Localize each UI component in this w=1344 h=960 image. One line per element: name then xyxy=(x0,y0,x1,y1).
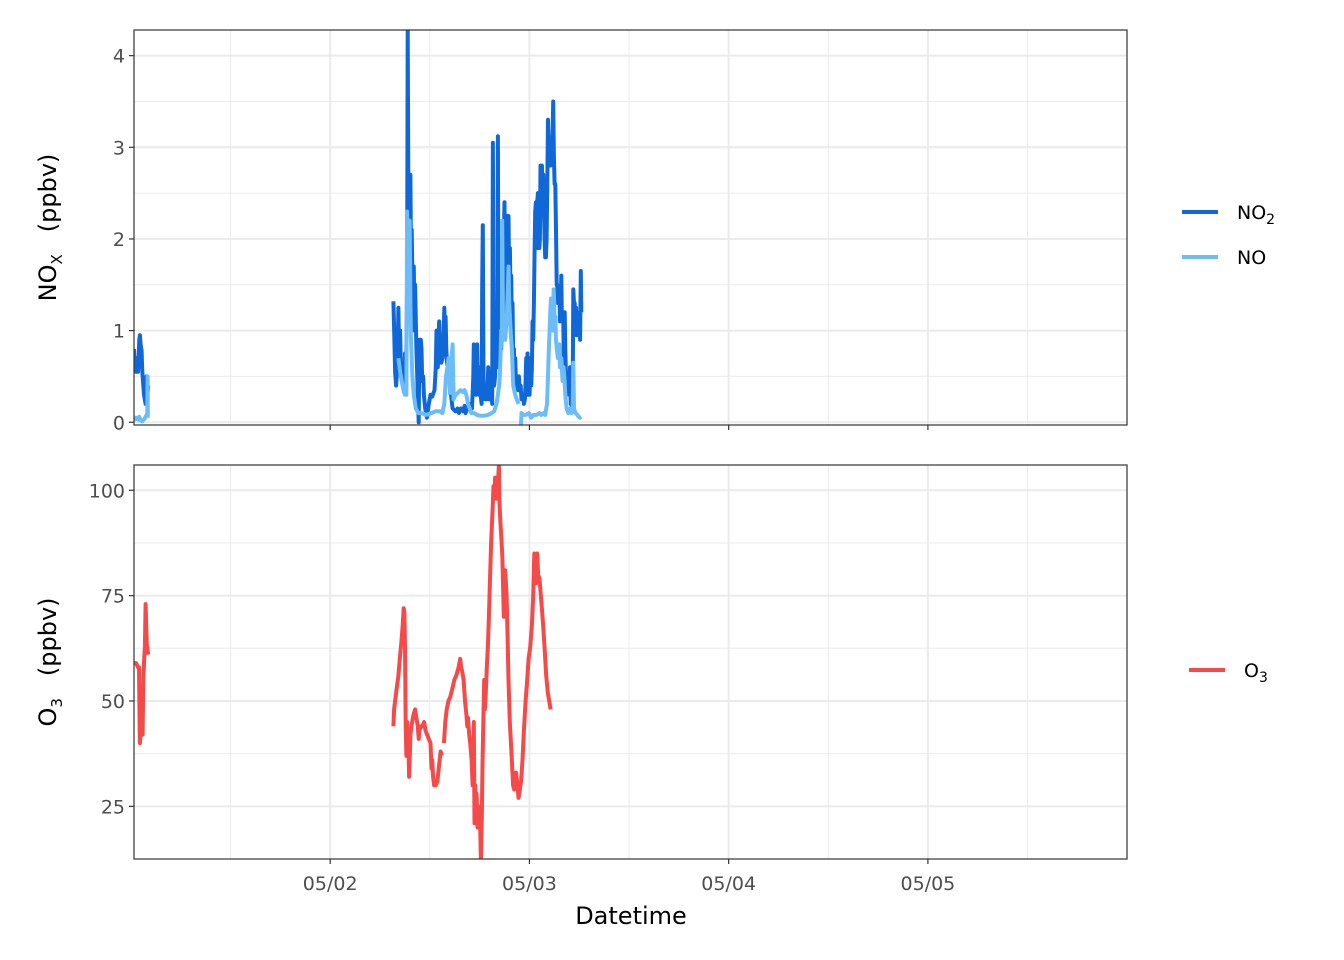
legend-label-no2: NO2 xyxy=(1237,202,1275,228)
nox-y-axis-title-sub: X xyxy=(48,254,66,264)
x-axis: 05/02 05/03 05/04 05/05 xyxy=(303,425,955,895)
x-tick-label: 05/03 xyxy=(502,873,557,895)
x-axis-title: Datetime xyxy=(575,902,687,930)
series-line-no xyxy=(448,218,521,418)
nox-y-axis-title: NOX (ppbv) xyxy=(34,154,66,302)
series-line-o3 xyxy=(134,602,151,746)
series-line-o3 xyxy=(391,606,444,788)
o3-y-tick-label: 100 xyxy=(89,480,125,502)
o3-y-tick-label: 25 xyxy=(101,796,125,818)
o3-y-axis-title-sub: 3 xyxy=(48,698,66,708)
nox-panel-border xyxy=(133,29,1128,426)
series-line-no xyxy=(396,209,452,417)
legend-label-o3: O3 xyxy=(1244,660,1268,686)
o3-plot-area xyxy=(134,465,1127,859)
o3-y-axis-title: O3 (ppbv) xyxy=(34,597,66,726)
series-line-no xyxy=(518,287,583,425)
nox-y-tick-label: 0 xyxy=(113,412,125,434)
nox-y-tick-label: 4 xyxy=(113,46,125,68)
o3-panel-border xyxy=(133,464,1128,860)
o3-y-tick-label: 50 xyxy=(101,691,125,713)
o3-series-group xyxy=(134,465,553,859)
nox-series-group xyxy=(134,30,584,425)
nox-y-tick-label: 3 xyxy=(113,137,125,159)
o3-y-axis-title-unit: (ppbv) xyxy=(34,597,62,676)
x-tick-label: 05/02 xyxy=(303,873,358,895)
x-tick-label: 05/05 xyxy=(901,873,956,895)
o3-y-axis-title-main: O xyxy=(34,708,62,727)
nox-plot-area xyxy=(134,30,1127,425)
x-tick-label: 05/04 xyxy=(701,873,756,895)
nox-y-tick-label: 2 xyxy=(113,229,125,251)
series-line-o3 xyxy=(441,465,553,859)
o3-y-tick-label: 75 xyxy=(101,586,125,608)
nox-y-axis-title-main: NO xyxy=(34,265,62,302)
o3-panel: 25 50 75 100 O3 (ppbv) O3 xyxy=(34,464,1268,860)
legend-label-no: NO xyxy=(1237,247,1266,269)
nox-y-axis-title-unit: (ppbv) xyxy=(34,154,62,233)
nox-y-tick-label: 1 xyxy=(113,321,125,343)
series-line-no xyxy=(134,374,150,424)
